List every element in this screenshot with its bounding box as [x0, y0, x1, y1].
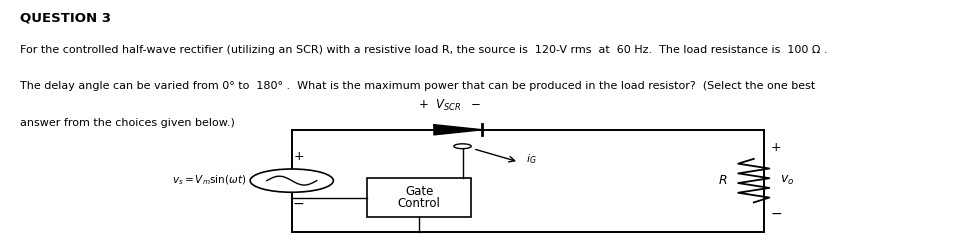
- Circle shape: [454, 144, 471, 149]
- Polygon shape: [434, 125, 482, 135]
- Text: $i_G$: $i_G$: [525, 153, 536, 166]
- Text: $v_s = V_m \sin(\omega t)$: $v_s = V_m \sin(\omega t)$: [172, 174, 246, 187]
- Circle shape: [250, 169, 333, 192]
- Text: The delay angle can be varied from 0° to  180° .  What is the maximum power that: The delay angle can be varied from 0° to…: [20, 81, 815, 91]
- Text: QUESTION 3: QUESTION 3: [20, 11, 112, 24]
- Text: $R$: $R$: [718, 174, 727, 187]
- Text: Control: Control: [397, 197, 440, 210]
- Text: Gate: Gate: [405, 185, 433, 198]
- Bar: [367, 178, 471, 217]
- Text: answer from the choices given below.): answer from the choices given below.): [20, 118, 235, 128]
- Text: +: +: [294, 150, 304, 163]
- Text: −: −: [293, 197, 304, 211]
- Text: $+\ \ V_{SCR}\ \ -$: $+\ \ V_{SCR}\ \ -$: [417, 98, 480, 113]
- Text: For the controlled half-wave rectifier (utilizing an SCR) with a resistive load : For the controlled half-wave rectifier (…: [20, 45, 827, 55]
- Text: −: −: [770, 207, 781, 221]
- Text: +: +: [770, 141, 781, 154]
- Text: $v_o$: $v_o$: [779, 174, 793, 187]
